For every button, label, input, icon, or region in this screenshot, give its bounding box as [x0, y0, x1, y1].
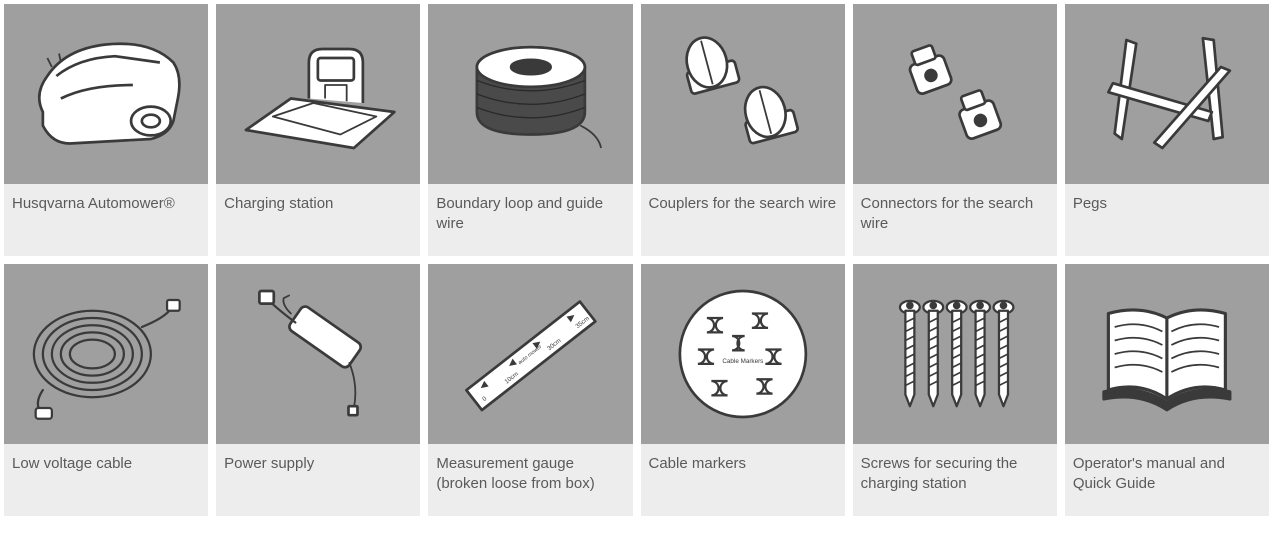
item-couplers: Couplers for the search wire	[641, 4, 845, 256]
automower-icon	[4, 4, 208, 184]
item-label: Charging station	[216, 184, 420, 256]
item-label: Power supply	[216, 444, 420, 516]
item-automower: Husqvarna Automower®	[4, 4, 208, 256]
measurement-gauge-icon: 0 10cm 30cm 35cm auto mower	[428, 264, 632, 444]
item-label: Couplers for the search wire	[641, 184, 845, 256]
item-measurement-gauge: 0 10cm 30cm 35cm auto mower Measurement …	[428, 264, 632, 516]
couplers-icon	[641, 4, 845, 184]
item-power-supply: Power supply	[216, 264, 420, 516]
item-label: Husqvarna Automower®	[4, 184, 208, 256]
svg-text:Cable Markers: Cable Markers	[722, 358, 763, 365]
screws-icon	[853, 264, 1057, 444]
item-label: Connectors for the search wire	[853, 184, 1057, 256]
item-screws: Screws for securing the charging station	[853, 264, 1057, 516]
item-wire-spool: Boundary loop and guide wire	[428, 4, 632, 256]
connectors-icon	[853, 4, 1057, 184]
cable-markers-icon: Cable Markers	[641, 264, 845, 444]
item-label: Cable markers	[641, 444, 845, 516]
item-label: Boundary loop and guide wire	[428, 184, 632, 256]
item-label: Low voltage cable	[4, 444, 208, 516]
wire-spool-icon	[428, 4, 632, 184]
charging-station-icon	[216, 4, 420, 184]
low-voltage-cable-icon	[4, 264, 208, 444]
pegs-icon	[1065, 4, 1269, 184]
product-contents-grid: Husqvarna Automower® Charging station	[0, 0, 1273, 520]
item-connectors: Connectors for the search wire	[853, 4, 1057, 256]
item-cable-markers: Cable Markers Cable markers	[641, 264, 845, 516]
item-label: Screws for securing the charging station	[853, 444, 1057, 516]
item-low-voltage-cable: Low voltage cable	[4, 264, 208, 516]
item-label: Operator's manual and Quick Guide	[1065, 444, 1269, 516]
item-pegs: Pegs	[1065, 4, 1269, 256]
item-label: Pegs	[1065, 184, 1269, 256]
power-supply-icon	[216, 264, 420, 444]
manual-icon	[1065, 264, 1269, 444]
item-manual: Operator's manual and Quick Guide	[1065, 264, 1269, 516]
item-charging-station: Charging station	[216, 4, 420, 256]
item-label: Measurement gauge (broken loose from box…	[428, 444, 632, 516]
